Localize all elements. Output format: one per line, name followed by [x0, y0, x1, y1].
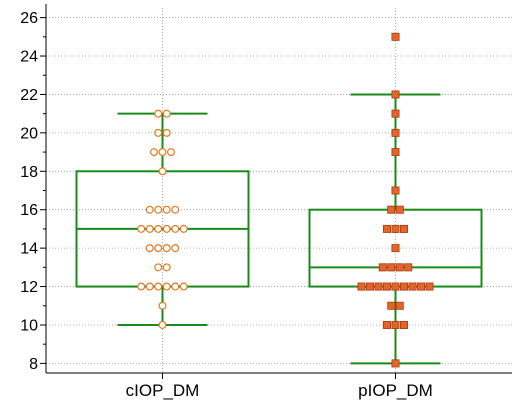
axis-layer: 8 10 12 14 16 18 20 22 24 26 cIOP_DM pIOP_DM — [20, 4, 512, 400]
data-point — [391, 109, 400, 118]
data-point — [391, 244, 400, 253]
data-point — [158, 301, 167, 310]
data-point — [382, 282, 391, 291]
grid-layer — [46, 8, 512, 373]
data-point — [179, 224, 188, 233]
data-point — [154, 263, 163, 272]
data-point — [416, 282, 425, 291]
data-point — [162, 244, 171, 253]
data-point — [145, 244, 154, 253]
y-tick-label: 20 — [20, 125, 38, 142]
data-point — [154, 282, 163, 291]
data-point — [382, 320, 391, 329]
y-tick-label: 16 — [20, 202, 38, 219]
data-point — [158, 167, 167, 176]
data-point — [162, 109, 171, 118]
y-tick-label: 24 — [20, 49, 38, 66]
data-point — [162, 205, 171, 214]
data-point — [395, 301, 404, 310]
data-point — [171, 244, 180, 253]
data-point — [154, 109, 163, 118]
y-tick-label: 22 — [20, 87, 38, 104]
data-point — [154, 205, 163, 214]
y-tick-label: 12 — [20, 279, 38, 296]
data-point — [162, 263, 171, 272]
data-point — [378, 263, 387, 272]
data-point — [391, 282, 400, 291]
data-point — [387, 205, 396, 214]
data-point — [391, 224, 400, 233]
data-point — [399, 224, 408, 233]
y-tick-label: 18 — [20, 164, 38, 181]
data-point — [391, 90, 400, 99]
data-point — [137, 224, 146, 233]
data-point — [162, 282, 171, 291]
data-point — [391, 320, 400, 329]
data-point — [408, 282, 417, 291]
data-point — [391, 128, 400, 137]
data-point — [391, 359, 400, 368]
data-point — [391, 32, 400, 41]
data-point — [158, 320, 167, 329]
data-point — [391, 148, 400, 157]
y-tick-label: 10 — [20, 317, 38, 334]
data-point — [145, 205, 154, 214]
data-point — [404, 263, 413, 272]
data-point — [145, 282, 154, 291]
data-point — [399, 320, 408, 329]
y-tick-label: 14 — [20, 241, 38, 258]
x-category-label: pIOP_DM — [358, 381, 433, 400]
y-tick-label: 8 — [29, 356, 38, 373]
y-tick-label: 26 — [20, 10, 38, 27]
data-point — [387, 301, 396, 310]
data-point — [395, 205, 404, 214]
data-point — [395, 263, 404, 272]
x-category-label: cIOP_DM — [126, 381, 200, 400]
data-point — [171, 224, 180, 233]
data-point — [154, 128, 163, 137]
data-point — [137, 282, 146, 291]
data-point — [374, 282, 383, 291]
data-point — [399, 282, 408, 291]
data-point — [365, 282, 374, 291]
data-point — [171, 282, 180, 291]
data-point — [162, 224, 171, 233]
data-point — [154, 224, 163, 233]
data-point — [162, 128, 171, 137]
data-point — [357, 282, 366, 291]
data-point — [167, 148, 176, 157]
data-point — [154, 244, 163, 253]
data-point — [387, 263, 396, 272]
data-point — [158, 148, 167, 157]
point-layer — [137, 32, 434, 368]
data-point — [171, 205, 180, 214]
data-point — [425, 282, 434, 291]
data-point — [150, 148, 159, 157]
data-point — [179, 282, 188, 291]
data-point — [145, 224, 154, 233]
data-point — [391, 186, 400, 195]
data-point — [382, 224, 391, 233]
